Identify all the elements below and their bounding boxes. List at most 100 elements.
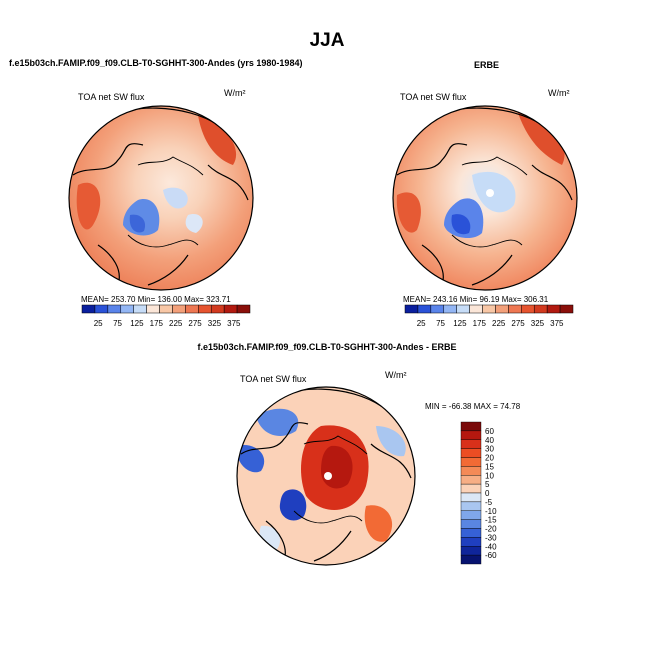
panel2-colorbar-swatch [443,304,457,314]
panel1-variable-label: TOA net SW flux [78,92,145,102]
panel3-colorbar-level-label: -60 [485,551,497,560]
panel2-map-border [392,105,578,291]
panel1-colorbar-tick-label: 75 [113,319,122,328]
panel1-warm-region [198,115,237,165]
panel2-coastlines [396,107,573,286]
panel1-colorbar-swatch [94,304,109,314]
panel2-colorbar-swatch [533,304,548,314]
panel2-colorbar-tick-label: 175 [473,319,487,328]
panel3-stats: MIN = -66.38 MAX = 74.78 [425,402,521,411]
panel2-colorbar-swatch [417,304,432,314]
panel1-stats: MEAN= 253.70 Min= 136.00 Max= 323.71 [81,295,231,304]
panel3-colorbar-level-label: -5 [485,498,493,507]
panel3-colorbar-swatch [460,492,482,503]
panel1-colorbar-tick-label: 325 [208,319,222,328]
panel2-colorbar-tick-label: 325 [531,319,545,328]
panel3-cool-anomaly [237,445,265,473]
panel3-colorbar-level-label: -20 [485,525,497,534]
panel1-warm-region [76,182,101,230]
panel3-colorbar-level-label: -40 [485,542,497,551]
panel1-colorbar-tick-label: 125 [130,319,144,328]
panel3-colorbar-swatch [460,439,482,449]
panel3-colorbar-level-label: -30 [485,533,497,542]
panel2-greenland-core [451,214,471,235]
panel1-colorbar-swatch [159,304,173,314]
panel3-coastlines [293,435,368,524]
panel2-polar-map [392,105,578,291]
panel1-greenland-core [129,214,146,233]
panel1-colorbar-swatch [210,304,225,314]
panel3-colorbar-swatch [460,483,482,494]
panel1-units-label: W/m² [224,88,246,98]
panel2-colorbar-swatch [546,304,561,314]
panel2-pole-hole [486,189,494,197]
panel2-colorbar-swatch [508,304,522,314]
panel2-colorbar-tick-label: 25 [417,319,426,328]
panel3-colorbar-level-label: -10 [485,507,497,516]
panel3-coastlines [240,388,412,562]
panel3-variable-label: TOA net SW flux [240,374,307,384]
panel3-colorbar-level-label: 10 [485,471,494,480]
panel1-colorbar-swatch [133,304,147,314]
panel3-cool-anomaly [256,408,299,436]
panel3-polar-map [236,386,416,566]
panel3-colorbar-level-label: 40 [485,436,494,445]
panel2-colorbar-tick-label: 375 [550,319,564,328]
panel3-colorbar-swatch [460,510,482,520]
panel2-colorbar-tick-label: 225 [492,319,506,328]
panel1-colorbar-swatch [185,304,199,314]
panel1-map-border [68,105,254,291]
panel1-polar-map [68,105,254,291]
panel3-colorbar-swatch [460,519,482,529]
panel2-colorbar-swatch [404,304,419,314]
panel3-units-label: W/m² [385,370,407,380]
panel1-colorbar-swatch [236,304,251,314]
panel2-colorbar-swatch [456,304,470,314]
panel1-colorbar-tick-label: 25 [94,319,103,328]
panel3-colorbar-swatch [460,546,482,556]
panel2-colorbar-swatch [495,304,509,314]
panel2-colorbar-tick-label: 125 [453,319,467,328]
panel1-colorbar-swatch [172,304,186,314]
panel3-colorbar-swatch [460,430,482,440]
panel1-coastlines [72,107,249,286]
panel3-colorbar-level-label: 5 [485,480,490,489]
left-panel-title: f.e15b03ch.FAMIP.f09_f09.CLB-T0-SGHHT-30… [9,58,303,68]
panel3-colorbar-level-label: 15 [485,462,494,471]
panel3-colorbar-level-label: 0 [485,489,490,498]
panel2-warm-region [396,192,421,233]
panel2-stats: MEAN= 243.16 Min= 96.19 Max= 306.31 [403,295,549,304]
panel1-colorbar-swatch [81,304,96,314]
panel2-colorbar: 25 75 125 175 225 275 325 375 [404,304,574,328]
panel2-colorbar-swatch [521,304,535,314]
panel3-cool-anomaly [376,426,406,457]
panel3-colorbar-swatch [460,457,482,467]
panel3-colorbar-swatch [460,421,482,432]
figure-title: JJA [309,30,345,51]
panel1-coastlines [127,156,204,248]
panel2-colorbar-swatch [430,304,445,314]
panel2-colorbar-swatch [469,304,483,314]
panel3-colorbar-level-label: 20 [485,454,494,463]
panel3-colorbar-swatch [460,537,482,547]
panel3-colorbar-swatch [460,501,482,511]
panel3-colorbar-level-label: -15 [485,516,497,525]
panel3-warm-anomaly [364,505,393,542]
panel3-colorbar-swatch [460,448,482,458]
panel3-colorbar-swatch [460,528,482,538]
panel1-arctic-ice [163,187,188,209]
panel1-arctic-ice [185,214,203,233]
panel1-colorbar-swatch [107,304,122,314]
panel2-coastlines [451,156,528,248]
panel2-warm-region [517,110,565,165]
panel3-colorbar-level-label: 60 [485,427,494,436]
panel1-colorbar-swatch [223,304,238,314]
panel1-colorbar: 25 75 125 175 225 275 325 375 [81,304,251,328]
panel2-colorbar-swatch [482,304,496,314]
panel3-cool-anomaly [279,489,307,521]
panel2-units-label: W/m² [548,88,570,98]
panel2-colorbar-swatch [559,304,574,314]
panel1-colorbar-swatch [120,304,134,314]
panel2-colorbar-tick-label: 275 [511,319,525,328]
panel1-colorbar-tick-label: 175 [150,319,164,328]
